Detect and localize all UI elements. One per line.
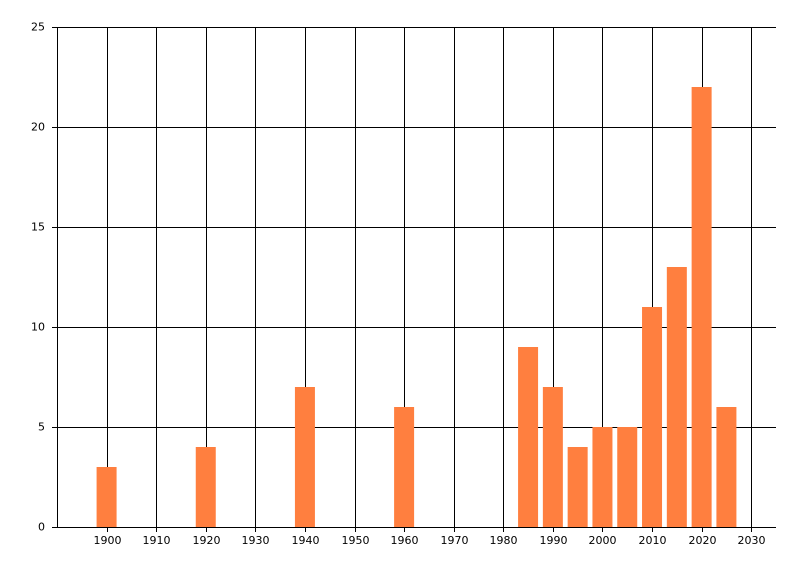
- x-tick-label: 1970: [441, 534, 469, 547]
- bar: [542, 387, 563, 527]
- y-tick-label: 20: [31, 121, 45, 134]
- x-tick-label: 1980: [490, 534, 518, 547]
- bar: [96, 467, 117, 527]
- x-tick-label: 1950: [342, 534, 370, 547]
- x-tick-label: 1920: [193, 534, 221, 547]
- bar: [716, 407, 737, 527]
- bar: [294, 387, 315, 527]
- y-tick-label: 5: [38, 421, 45, 434]
- bar: [592, 427, 613, 527]
- bar: [642, 307, 663, 527]
- bar: [518, 347, 539, 527]
- y-tick-label: 15: [31, 221, 45, 234]
- x-tick-label: 1960: [391, 534, 419, 547]
- y-tick-label: 25: [31, 21, 45, 34]
- x-tick-label: 1930: [242, 534, 270, 547]
- x-tick-label: 2000: [589, 534, 617, 547]
- y-tick-label: 0: [38, 521, 45, 534]
- x-tick-label: 1900: [94, 534, 122, 547]
- x-tick-label: 2030: [738, 534, 766, 547]
- x-tick-label: 1940: [292, 534, 320, 547]
- bar: [666, 267, 687, 527]
- bar: [617, 427, 638, 527]
- bar: [195, 447, 216, 527]
- bar: [691, 87, 712, 527]
- x-tick-label: 1910: [143, 534, 171, 547]
- x-tick-label: 1990: [540, 534, 568, 547]
- y-tick-label: 10: [31, 321, 45, 334]
- x-tick-label: 2010: [639, 534, 667, 547]
- bar: [567, 447, 588, 527]
- x-tick-label: 2020: [689, 534, 717, 547]
- bar: [394, 407, 415, 527]
